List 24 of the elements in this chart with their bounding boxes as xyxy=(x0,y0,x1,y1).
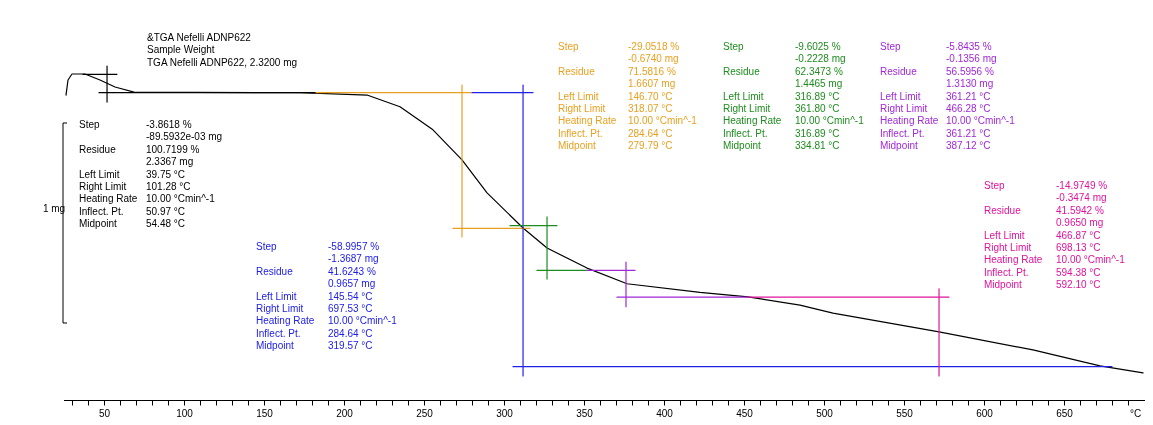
x-tick-label: 100 xyxy=(176,407,194,419)
annotation: TGA Nefelli ADNP622, 2.3200 mg xyxy=(147,56,298,70)
x-tick-label: 150 xyxy=(256,407,274,419)
x-tick-label: 250 xyxy=(416,407,434,419)
annotation: 1 mg xyxy=(41,203,67,216)
x-tick-label: 50 xyxy=(98,407,111,419)
x-tick-label: 400 xyxy=(656,407,674,419)
x-tick-label: 200 xyxy=(336,407,354,419)
x-axis-title: °C xyxy=(1129,407,1142,419)
x-tick-label: 350 xyxy=(576,407,594,419)
x-tick-label: 450 xyxy=(736,407,754,419)
chart-title: &TGA Nefelli ADNP622 xyxy=(147,32,252,45)
text: Step -5.8435 % -0.1356 mg Residue 56.5956 % 1.3130 mg Left Limit 361.21 °C Right Limit 466.28 °C Heating Rate 10.00 °Cmin^-1 Inflect. Pt. 361.21 °C Midpoint 387.12 °C xyxy=(880,41,1015,152)
text: Step -3.8618 % -89.5932e-03 mg Residue 100.7199 % 2.3367 mg Left Limit 39.75 °C Right Limit 101.28 °C Heating Rate 10.00 °Cmin^-1 Inflect. Pt. 50.97 °C Midpoint 54.48 °C xyxy=(79,119,223,230)
x-tick-label: 650 xyxy=(1056,407,1074,419)
text: Step -14.9749 % -0.3474 mg Residue 41.5942 % 0.9650 mg Left Limit 466.87 °C Right Limit 698.13 °C Heating Rate 10.00 °Cmin^-1 Inflect. Pt. 594.38 °C Midpoint 592.10 °C xyxy=(984,180,1125,291)
x-tick-label: 550 xyxy=(896,407,914,419)
text: Step -9.6025 % -0.2228 mg Residue 62.3473 % 1.4465 mg Left Limit 316.89 °C Right Limit 361.80 °C Heating Rate 10.00 °Cmin^-1 Inflect. Pt. 316.89 °C Midpoint 334.81 °C xyxy=(723,41,864,152)
x-tick-label: 500 xyxy=(816,407,834,419)
text: Step -58.9957 % -1.3687 mg Residue 41.6243 % 0.9657 mg Left Limit 145.54 °C Right Limit 697.53 °C Heating Rate 10.00 °Cmin^-1 Inflect. Pt. 284.64 °C Midpoint 319.57 °C xyxy=(256,241,397,352)
x-tick-label: 300 xyxy=(496,407,514,419)
text: Step -29.0518 % -0.6740 mg Residue 71.5816 % 1.6607 mg Left Limit 146.70 °C Right Limit 318.07 °C Heating Rate 10.00 °Cmin^-1 Inflect. Pt. 284.64 °C Midpoint 279.79 °C xyxy=(558,41,697,152)
chart-subtitle: Sample Weight xyxy=(147,44,216,57)
x-tick-label: 600 xyxy=(976,407,994,419)
